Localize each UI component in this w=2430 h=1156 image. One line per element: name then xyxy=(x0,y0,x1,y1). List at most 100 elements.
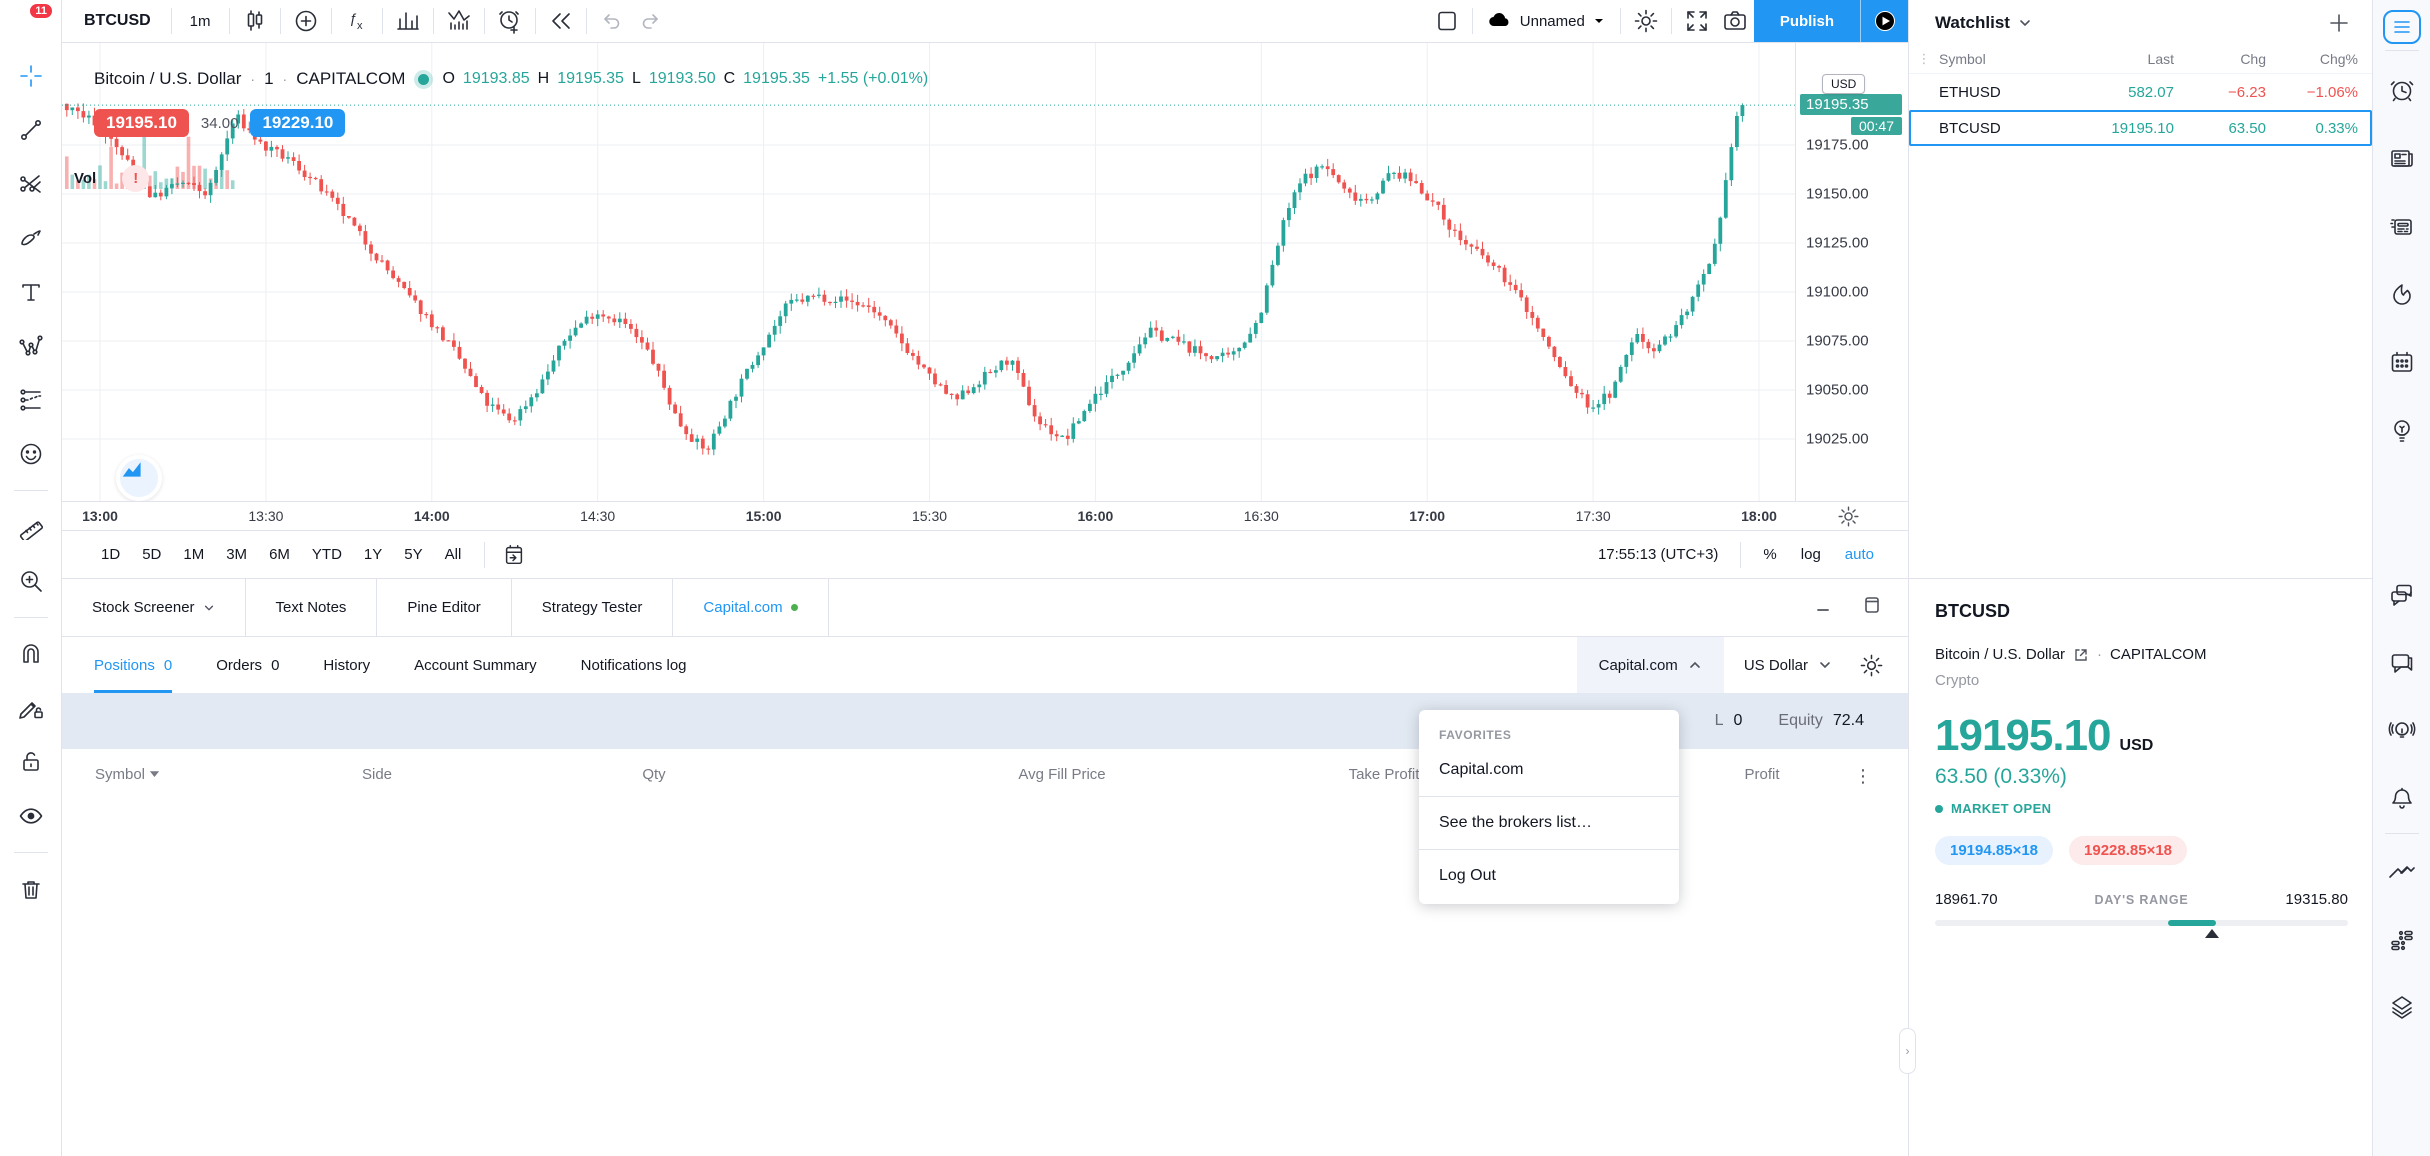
symbol-search-button[interactable]: BTCUSD xyxy=(70,12,165,30)
interval-button[interactable]: 1m xyxy=(178,13,223,30)
markets-rail-button[interactable] xyxy=(2382,852,2422,892)
sell-button[interactable]: 19195.10 xyxy=(94,109,189,137)
price-axis[interactable]: USD 19195.35 00:47 19175.00 19150.00 19125… xyxy=(1795,43,1908,501)
panel-tab-text-notes[interactable]: Text Notes xyxy=(245,579,378,636)
publish-button[interactable]: Publish xyxy=(1753,0,1860,42)
buy-button[interactable]: 19229.10 xyxy=(250,109,346,137)
column-header-profit[interactable]: Profit xyxy=(1744,766,1780,783)
crosshair-tool-button[interactable] xyxy=(11,56,51,96)
screenshot-button[interactable] xyxy=(1716,2,1754,40)
menu-item-capital-com[interactable]: Capital.com xyxy=(1439,761,1524,778)
broker-selector[interactable]: Capital.com xyxy=(1576,637,1724,693)
alert-button[interactable] xyxy=(491,2,529,40)
trading-panel-settings-button[interactable] xyxy=(1852,646,1890,684)
indicator-templates-button[interactable] xyxy=(440,2,478,40)
range-button-5y[interactable]: 5Y xyxy=(395,541,431,568)
panel-tab-stock-screener[interactable]: Stock Screener xyxy=(62,579,246,636)
log-scale-button[interactable]: log xyxy=(1800,546,1821,563)
dom-rail-button[interactable] xyxy=(2382,920,2422,960)
column-header-qty[interactable]: Qty xyxy=(642,766,666,783)
streams-rail-button[interactable] xyxy=(2382,711,2422,751)
hotlists-rail-button[interactable] xyxy=(2382,275,2422,315)
lock-all-drawings-button[interactable] xyxy=(11,742,51,782)
subtab-positions[interactable]: Positions 0 xyxy=(94,637,173,693)
currency-axis-badge[interactable]: USD xyxy=(1822,74,1866,94)
private-chat-rail-button[interactable] xyxy=(2382,643,2422,683)
pane-maximize-button[interactable] xyxy=(116,455,162,501)
watchlist-column-symbol[interactable]: Symbol xyxy=(1939,50,1986,67)
bid-quote-pill[interactable]: 19194.85×18 xyxy=(1935,836,2054,865)
detail-name[interactable]: Bitcoin / U.S. Dollar xyxy=(1935,646,2066,663)
pitchfork-tool-button[interactable] xyxy=(11,164,51,204)
subtab-history[interactable]: History xyxy=(323,637,370,693)
candlestick-chart[interactable] xyxy=(62,43,1795,501)
column-header-avg-fill-price[interactable]: Avg Fill Price xyxy=(1018,766,1106,783)
menu-item-see-the-brokers-list-[interactable]: See the brokers list… xyxy=(1439,814,1592,831)
watchlist-column-chg[interactable]: Chg xyxy=(2240,50,2266,67)
measure-tool-button[interactable] xyxy=(11,507,51,547)
watchlist-row-ethusd[interactable]: ETHUSD 582.07 −6.23 −1.06% xyxy=(1909,74,2372,110)
fundamentals-button[interactable] xyxy=(389,2,427,40)
menu-item-log-out[interactable]: Log Out xyxy=(1439,867,1496,884)
panel-tab-capital-com[interactable]: Capital.com xyxy=(673,579,829,636)
pattern-tool-button[interactable] xyxy=(11,326,51,366)
auto-scale-button[interactable]: auto xyxy=(1844,546,1874,563)
panel-tab-pine-editor[interactable]: Pine Editor xyxy=(377,579,512,636)
hide-drawings-button[interactable] xyxy=(11,796,51,836)
compare-button[interactable] xyxy=(287,2,325,40)
panel-tab-strategy-tester[interactable]: Strategy Tester xyxy=(511,579,674,636)
publish-idea-play-button[interactable] xyxy=(1860,0,1908,42)
fullscreen-button[interactable] xyxy=(1678,2,1716,40)
bar-replay-button[interactable] xyxy=(542,2,580,40)
drawing-mode-lock-button[interactable] xyxy=(11,688,51,728)
chart-area[interactable]: Bitcoin / U.S. Dollar · 1 · CAPITALCOM O… xyxy=(62,42,1908,530)
volume-warning-icon[interactable]: ! xyxy=(122,165,150,192)
ask-quote-pill[interactable]: 19228.85×18 xyxy=(2069,836,2188,865)
zoom-in-tool-button[interactable] xyxy=(11,561,51,601)
watchlist-column-last[interactable]: Last xyxy=(2147,50,2174,67)
subtab-orders[interactable]: Orders 0 xyxy=(216,637,279,693)
emoji-tool-button[interactable] xyxy=(11,434,51,474)
panel-minimize-button[interactable] xyxy=(1814,596,1832,619)
range-button-all[interactable]: All xyxy=(436,541,471,568)
legend-symbol-name[interactable]: Bitcoin / U.S. Dollar xyxy=(94,69,242,88)
trend-line-tool-button[interactable] xyxy=(11,110,51,150)
notifications-rail-button[interactable] xyxy=(2382,779,2422,819)
watchlist-row-btcusd[interactable]: BTCUSD 19195.10 63.50 0.33% xyxy=(1909,110,2372,146)
alerts-rail-button[interactable] xyxy=(2382,71,2422,111)
column-header-side[interactable]: Side xyxy=(361,766,393,783)
range-button-6m[interactable]: 6M xyxy=(260,541,299,568)
subtab-notifications-log[interactable]: Notifications log xyxy=(581,637,687,693)
save-layout-button[interactable]: Unnamed xyxy=(1479,8,1614,34)
time-axis[interactable]: 13:00 13:30 14:00 14:30 15:00 15:30 16:00 16:30… xyxy=(62,501,1908,531)
undo-button[interactable] xyxy=(593,2,631,40)
public-chats-rail-button[interactable] xyxy=(2382,575,2422,615)
notes-rail-button[interactable] xyxy=(2382,207,2422,247)
watchlist-title-menu[interactable]: Watchlist xyxy=(1935,13,2032,33)
range-button-5d[interactable]: 5D xyxy=(133,541,170,568)
panel-maximize-button[interactable] xyxy=(1862,595,1882,620)
calendar-rail-button[interactable] xyxy=(2382,343,2422,383)
magnet-mode-button[interactable] xyxy=(11,634,51,674)
chart-plot[interactable]: Bitcoin / U.S. Dollar · 1 · CAPITALCOM O… xyxy=(62,43,1795,501)
redo-button[interactable] xyxy=(631,2,669,40)
currency-selector[interactable]: US Dollar xyxy=(1724,637,1852,693)
main-menu-button[interactable]: 11 xyxy=(0,0,62,42)
watchlist-column-chg%[interactable]: Chg% xyxy=(2319,50,2358,67)
time-axis-settings-gear-icon[interactable] xyxy=(1837,505,1860,531)
watchlist-drag-grip-icon[interactable]: ⋮ xyxy=(1917,50,1931,66)
ideas-rail-button[interactable] xyxy=(2382,411,2422,451)
forecast-tool-button[interactable] xyxy=(11,380,51,420)
panel-collapse-handle[interactable]: › xyxy=(1899,1028,1916,1074)
remove-drawings-button[interactable] xyxy=(11,869,51,909)
subtab-account-summary[interactable]: Account Summary xyxy=(414,637,537,693)
volume-label[interactable]: Vol xyxy=(74,170,97,187)
layout-select-button[interactable] xyxy=(1428,2,1466,40)
table-options-kebab-icon[interactable]: ⋮ xyxy=(1854,766,1872,786)
range-button-1d[interactable]: 1D xyxy=(92,541,129,568)
watchlist-rail-button[interactable] xyxy=(2382,10,2421,44)
add-symbol-button[interactable] xyxy=(2328,12,2350,34)
go-to-date-button[interactable] xyxy=(499,540,529,570)
brush-tool-button[interactable] xyxy=(11,218,51,258)
